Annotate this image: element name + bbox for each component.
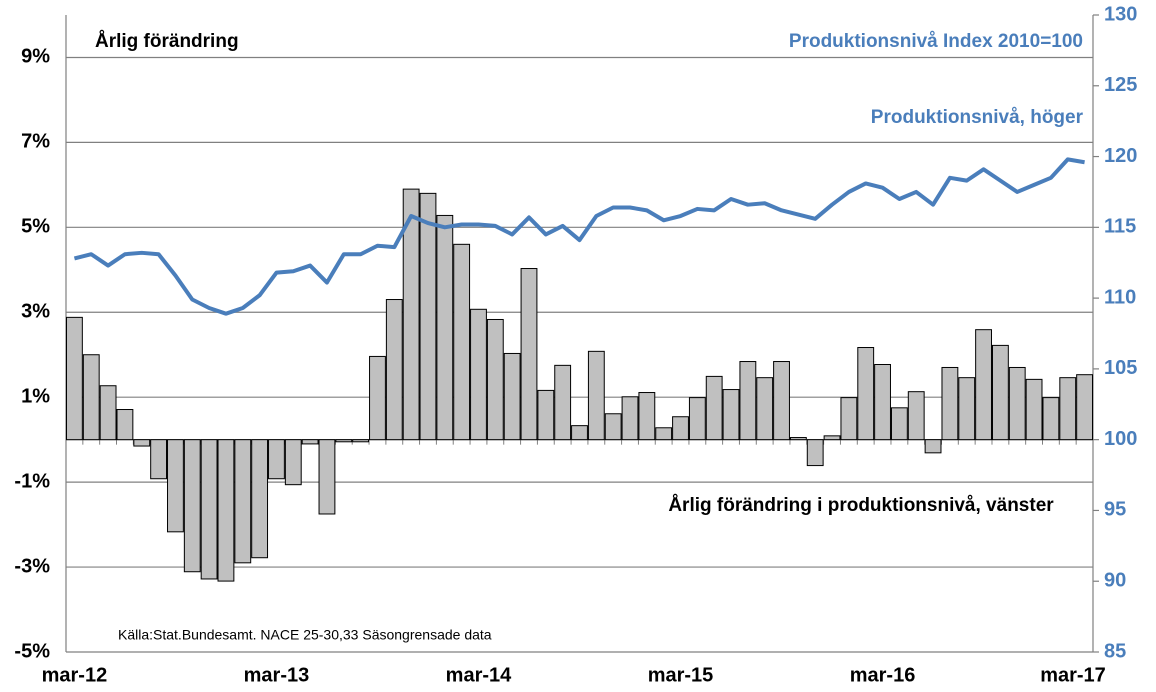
- bar: [436, 214, 454, 441]
- x-tick-label: mar-14: [446, 664, 512, 686]
- line: [73, 157, 1085, 316]
- bar: [857, 347, 875, 441]
- y-tick-label: 9%: [21, 46, 50, 68]
- bar: [150, 439, 168, 480]
- bar: [907, 391, 925, 441]
- bar: [82, 354, 100, 441]
- y2-tick-label: 110: [1104, 286, 1136, 308]
- bar: [655, 427, 673, 441]
- bar: [453, 243, 471, 441]
- bar: [958, 377, 976, 441]
- bar: [554, 364, 572, 441]
- bar: [688, 397, 706, 441]
- bar: [840, 397, 858, 441]
- bar: [571, 425, 588, 441]
- bar: [99, 385, 117, 441]
- y2-tick-label: 90: [1104, 570, 1126, 592]
- y-tick-label: -3%: [14, 555, 50, 577]
- bar: [369, 355, 386, 441]
- bar: [503, 352, 521, 441]
- y-tick-label: -1%: [14, 470, 50, 492]
- bar: [251, 439, 269, 559]
- bar: [1008, 366, 1026, 441]
- bar: [1042, 397, 1060, 441]
- bar: [486, 318, 504, 441]
- bar: [756, 377, 774, 441]
- bar: [234, 439, 252, 564]
- x-tick-label: mar-13: [244, 664, 310, 686]
- x-tick-label: mar-16: [850, 664, 916, 686]
- bar: [722, 389, 740, 441]
- bar: [789, 437, 807, 441]
- bar: [470, 308, 487, 441]
- bar: [1076, 374, 1094, 441]
- bar: [806, 439, 824, 467]
- y2-tick-label: 125: [1104, 74, 1137, 96]
- x-tick-label: mar-12: [42, 664, 108, 686]
- series-label: Produktionsnivå, höger: [871, 107, 1084, 128]
- bar: [183, 439, 201, 573]
- bar: [537, 389, 555, 441]
- bar: [284, 439, 302, 486]
- y2-tick-label: 120: [1104, 145, 1137, 167]
- bar: [1025, 378, 1043, 441]
- y2-tick-label: 130: [1104, 3, 1137, 25]
- x-tick-label: mar-15: [648, 664, 714, 686]
- bar: [167, 439, 184, 533]
- y-axis-label: Årlig förändring: [95, 31, 239, 52]
- y-tick-label: 3%: [21, 301, 50, 323]
- x-tick-label: mar-17: [1040, 664, 1106, 686]
- bar: [638, 392, 656, 441]
- bar: [1059, 377, 1077, 441]
- y2-tick-label: 115: [1104, 216, 1136, 238]
- bar: [200, 439, 218, 580]
- y2-tick-label: 85: [1104, 640, 1126, 662]
- bar: [705, 375, 723, 441]
- source-note: Källa:Stat.Bundesamt. NACE 25-30,33 Säso…: [118, 627, 492, 643]
- bar: [975, 329, 992, 441]
- bar: [402, 188, 420, 441]
- bar: [739, 361, 757, 441]
- bar: [520, 268, 538, 441]
- bar: [419, 192, 437, 441]
- bar: [217, 439, 235, 582]
- y2-axis-label: Produktionsnivå Index 2010=100: [789, 31, 1083, 52]
- bar: [133, 439, 151, 447]
- y2-tick-label: 105: [1104, 357, 1137, 379]
- bar: [318, 439, 336, 515]
- bar: [941, 366, 959, 441]
- y-tick-label: 7%: [21, 131, 50, 153]
- bar: [823, 435, 841, 441]
- y2-tick-label: 100: [1104, 428, 1137, 450]
- bar: [991, 344, 1009, 441]
- bar: [268, 439, 285, 480]
- bar: [116, 409, 134, 441]
- bar: [604, 413, 622, 441]
- bar: [385, 299, 403, 441]
- bar: [587, 350, 605, 441]
- bar: [672, 416, 689, 441]
- series-label: Årlig förändring i produktionsnivå, väns…: [668, 495, 1054, 516]
- bar: [621, 396, 639, 441]
- bar: [352, 439, 370, 443]
- y-tick-label: 5%: [21, 216, 50, 238]
- bar: [890, 407, 908, 441]
- y2-tick-label: 95: [1104, 499, 1126, 521]
- bar: [874, 364, 891, 441]
- y-tick-label: -5%: [14, 640, 50, 662]
- bar: [924, 439, 942, 454]
- bar: [301, 439, 319, 445]
- bar: [335, 439, 353, 443]
- y-tick-label: 1%: [21, 385, 50, 407]
- bar: [773, 361, 790, 441]
- bar: [66, 316, 83, 441]
